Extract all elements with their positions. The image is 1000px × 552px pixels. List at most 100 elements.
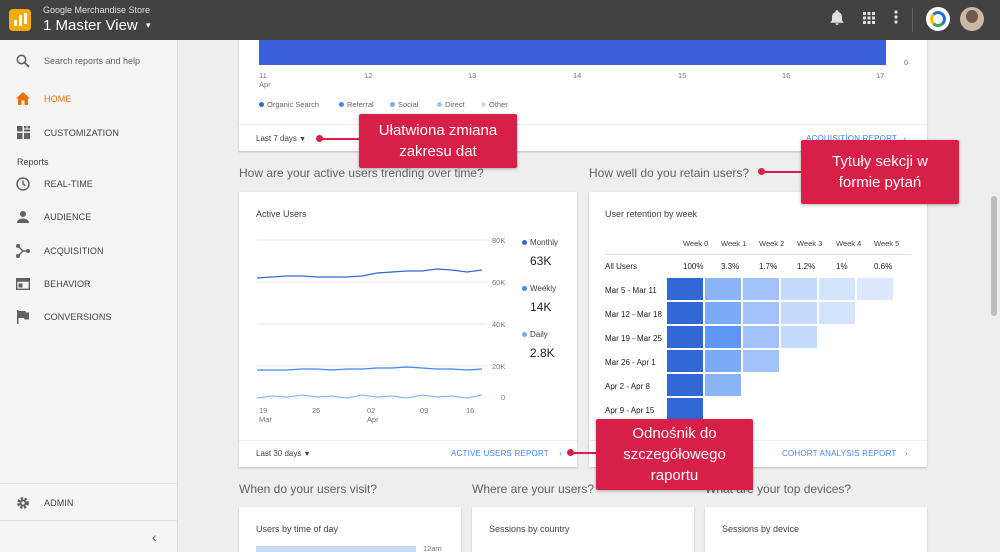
- x-tick-month: Apr: [367, 415, 379, 424]
- cohort-cell[interactable]: [743, 350, 779, 372]
- caret-down-icon: ▼: [299, 136, 307, 143]
- metric-name: Monthly: [530, 238, 559, 247]
- cohort-row-label: Apr 2 - Apr 8: [605, 382, 650, 391]
- active-users-question: How are your active users trending over …: [239, 166, 484, 180]
- clock-icon: [15, 177, 31, 193]
- cohort-cell[interactable]: [667, 350, 703, 372]
- y-tick: 60K: [492, 278, 506, 287]
- cohort-cell[interactable]: [781, 302, 817, 324]
- x-tick-month: Apr: [259, 80, 271, 89]
- chevron-right-icon: ›: [903, 134, 907, 143]
- sidebar-item-home[interactable]: HOME: [0, 86, 178, 114]
- sidebar-item-customization[interactable]: CUSTOMIZATION: [0, 120, 178, 148]
- page-scrollbar[interactable]: [991, 196, 997, 316]
- legend-dot: [437, 102, 442, 107]
- callout-text: Odnośnik do: [632, 425, 717, 442]
- sidebar-item-real-time[interactable]: REAL-TIME: [0, 171, 178, 199]
- search-reports[interactable]: Search reports and help: [0, 48, 178, 76]
- cohort-cell[interactable]: [667, 374, 703, 396]
- cohort-cell[interactable]: [705, 278, 741, 300]
- cohort-cell[interactable]: [705, 326, 741, 348]
- cohort-cell[interactable]: [857, 278, 893, 300]
- cohort-cell[interactable]: [743, 326, 779, 348]
- more-vert-icon[interactable]: [887, 10, 905, 28]
- cohort-cell[interactable]: [743, 278, 779, 300]
- where-users-question: Where are your users?: [472, 482, 595, 496]
- cohort-cell[interactable]: [819, 302, 855, 324]
- account-name[interactable]: Google Merchandise Store: [43, 5, 151, 15]
- active-users-report-link[interactable]: ACTIVE USERS REPORT ›: [451, 449, 562, 458]
- chevron-down-icon[interactable]: ▾: [146, 20, 151, 30]
- legend-label: Social: [398, 100, 419, 109]
- sidebar-divider: [0, 520, 178, 521]
- cohort-cell[interactable]: [781, 326, 817, 348]
- legend-dot: [481, 102, 486, 107]
- user-avatar[interactable]: [960, 7, 984, 31]
- metric-value: 2.8K: [530, 346, 555, 360]
- x-tick: 13: [468, 71, 477, 80]
- sidebar-item-audience[interactable]: AUDIENCE: [0, 204, 178, 232]
- legend-item[interactable]: Organic Search: [259, 100, 319, 109]
- cohort-cell[interactable]: [705, 374, 741, 396]
- sidebar-item-label: REAL-TIME: [44, 179, 93, 189]
- google-circle-icon[interactable]: [926, 7, 950, 31]
- date-range-dropdown[interactable]: Last 30 days ▼: [256, 449, 311, 458]
- metric-daily[interactable]: Daily: [522, 330, 548, 339]
- sidebar-divider: [0, 483, 178, 484]
- cohort-cell[interactable]: [667, 326, 703, 348]
- view-selector[interactable]: 1 Master View: [43, 17, 138, 34]
- cohort-row-label: Mar 12 - Mar 18: [605, 310, 662, 319]
- active-users-card: Active Users 80K 60K 40K 20K 0 19 Mar 26…: [239, 192, 577, 467]
- top-bar: Google Merchandise Store 1 Master View ▾: [0, 0, 1000, 40]
- metric-weekly[interactable]: Weekly: [522, 284, 556, 293]
- when-visit-question: When do your users visit?: [239, 482, 378, 496]
- time-label: 12am: [423, 544, 442, 552]
- cohort-cell[interactable]: [705, 302, 741, 324]
- sidebar-item-label: CONVERSIONS: [44, 312, 112, 322]
- sessions-device-card: Sessions by device: [705, 507, 927, 552]
- gear-icon: [15, 496, 31, 512]
- collapse-sidebar-icon[interactable]: ‹: [152, 529, 157, 545]
- legend-item[interactable]: Social: [390, 100, 418, 109]
- cohort-analysis-report-link[interactable]: COHORT ANALYSIS REPORT ›: [782, 449, 908, 458]
- legend-item[interactable]: Other: [481, 100, 508, 109]
- search-input[interactable]: Search reports and help: [44, 56, 141, 66]
- callout-pointer-line: [762, 171, 802, 173]
- date-range-dropdown[interactable]: Last 7 days ▼: [256, 134, 306, 143]
- all-users-value: 1.2%: [797, 262, 816, 271]
- acquisition-report-link[interactable]: ACQUISITION REPORT ›: [806, 134, 906, 143]
- x-tick: 16: [782, 71, 791, 80]
- x-tick: 14: [573, 71, 582, 80]
- cohort-cell[interactable]: [705, 350, 741, 372]
- sidebar-item-admin[interactable]: ADMIN: [0, 490, 178, 518]
- cohort-cell[interactable]: [667, 398, 703, 420]
- sidebar-item-conversions[interactable]: CONVERSIONS: [0, 304, 178, 332]
- legend-item[interactable]: Referral: [339, 100, 374, 109]
- cohort-cell[interactable]: [781, 278, 817, 300]
- cohort-row-label: Apr 9 - Apr 15: [605, 406, 655, 415]
- metric-monthly[interactable]: Monthly: [522, 238, 558, 247]
- all-users-value: 1%: [836, 262, 848, 271]
- sidebar-item-label: ACQUISITION: [44, 246, 104, 256]
- apps-grid-icon[interactable]: [860, 10, 878, 28]
- callout-text: formie pytań: [838, 174, 922, 191]
- sidebar-item-acquisition[interactable]: ACQUISITION: [0, 238, 178, 266]
- cohort-cell[interactable]: [743, 302, 779, 324]
- sidebar-item-behavior[interactable]: BEHAVIOR: [0, 271, 178, 299]
- bell-icon[interactable]: [828, 10, 846, 28]
- callout-date-range: Ułatwiona zmiana zakresu dat: [359, 114, 517, 168]
- callout-pointer-dot: [316, 135, 323, 142]
- cohort-cell[interactable]: [819, 278, 855, 300]
- week-header: Week 5: [874, 239, 900, 248]
- legend-label: Direct: [445, 100, 465, 109]
- cohort-cell[interactable]: [667, 302, 703, 324]
- cohort-cell[interactable]: [667, 278, 703, 300]
- main-content: 0 11 Apr 12 13 14 15 16 17 Organic Searc…: [178, 40, 1000, 552]
- week-header: Week 2: [759, 239, 785, 248]
- analytics-logo-icon[interactable]: [9, 9, 31, 31]
- legend-item[interactable]: Direct: [437, 100, 465, 109]
- cohort-row-label: Mar 5 - Mar 11: [605, 286, 657, 295]
- metric-name: Weekly: [530, 284, 557, 293]
- behavior-icon: [15, 277, 31, 293]
- acquisition-icon: [15, 244, 31, 260]
